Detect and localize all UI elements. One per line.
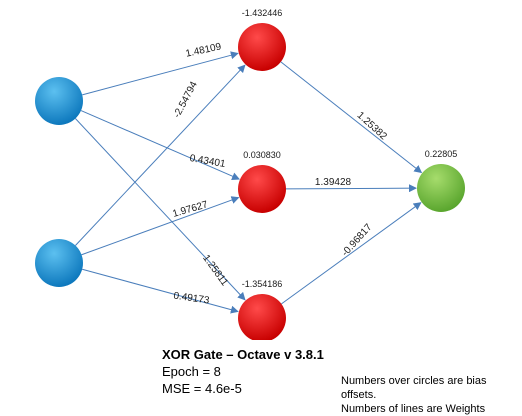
weight-label-in2-h1: -2.54794 (172, 79, 200, 119)
weight-label-in2-h3: 0.49173 (173, 291, 211, 307)
neural-network-diagram: 1.48109 0.43401 1.25811 -2.54794 1.97627 0.49… (35, 8, 465, 340)
node-in2 (35, 239, 83, 287)
node-h2 (238, 165, 286, 213)
node-out (417, 164, 465, 212)
bias-label-out: 0.22805 (425, 149, 458, 159)
node-h3 (238, 294, 286, 340)
edge-h2-out (285, 184, 418, 193)
caption: XOR Gate – Octave v 3.8.1 Epoch = 8 MSE … (162, 346, 324, 397)
weight-label-in1-h1: 1.48109 (185, 41, 223, 59)
bias-label-h2: 0.030830 (243, 150, 281, 160)
weight-label-in1-h2: 0.43401 (189, 153, 227, 170)
weight-label-h1-out: 1.25382 (355, 110, 390, 143)
weight-label-h2-out: 1.39428 (315, 177, 352, 188)
caption-title: XOR Gate – Octave v 3.8.1 (162, 347, 324, 362)
bias-label-h3: -1.354186 (242, 279, 283, 289)
node-in1 (35, 77, 83, 125)
node-h1 (238, 23, 286, 71)
weight-label-in2-h2: 1.97627 (171, 199, 209, 220)
epoch-text: Epoch = 8 (162, 364, 221, 379)
edge-in1-h3 (75, 118, 246, 301)
edge-in1-h1 (82, 51, 239, 96)
note-line-weights: Numbers of lines are Weights (341, 403, 486, 415)
edge-in2-h2 (81, 196, 240, 256)
edge-h1-out (280, 61, 423, 174)
edge-in2-h1 (75, 64, 246, 246)
edge-in2-h3 (82, 268, 239, 314)
legend-note: Numbers over circles are bias offsets. N… (341, 374, 522, 416)
bias-label-h1: -1.432446 (242, 8, 283, 18)
weight-label-in1-h3: 1.25811 (200, 253, 230, 288)
mse-text: MSE = 4.6e-5 (162, 381, 242, 396)
edge-h3-out (281, 202, 422, 305)
edge-in1-h2 (80, 110, 240, 180)
note-line-bias: Numbers over circles are bias offsets. (341, 375, 487, 401)
